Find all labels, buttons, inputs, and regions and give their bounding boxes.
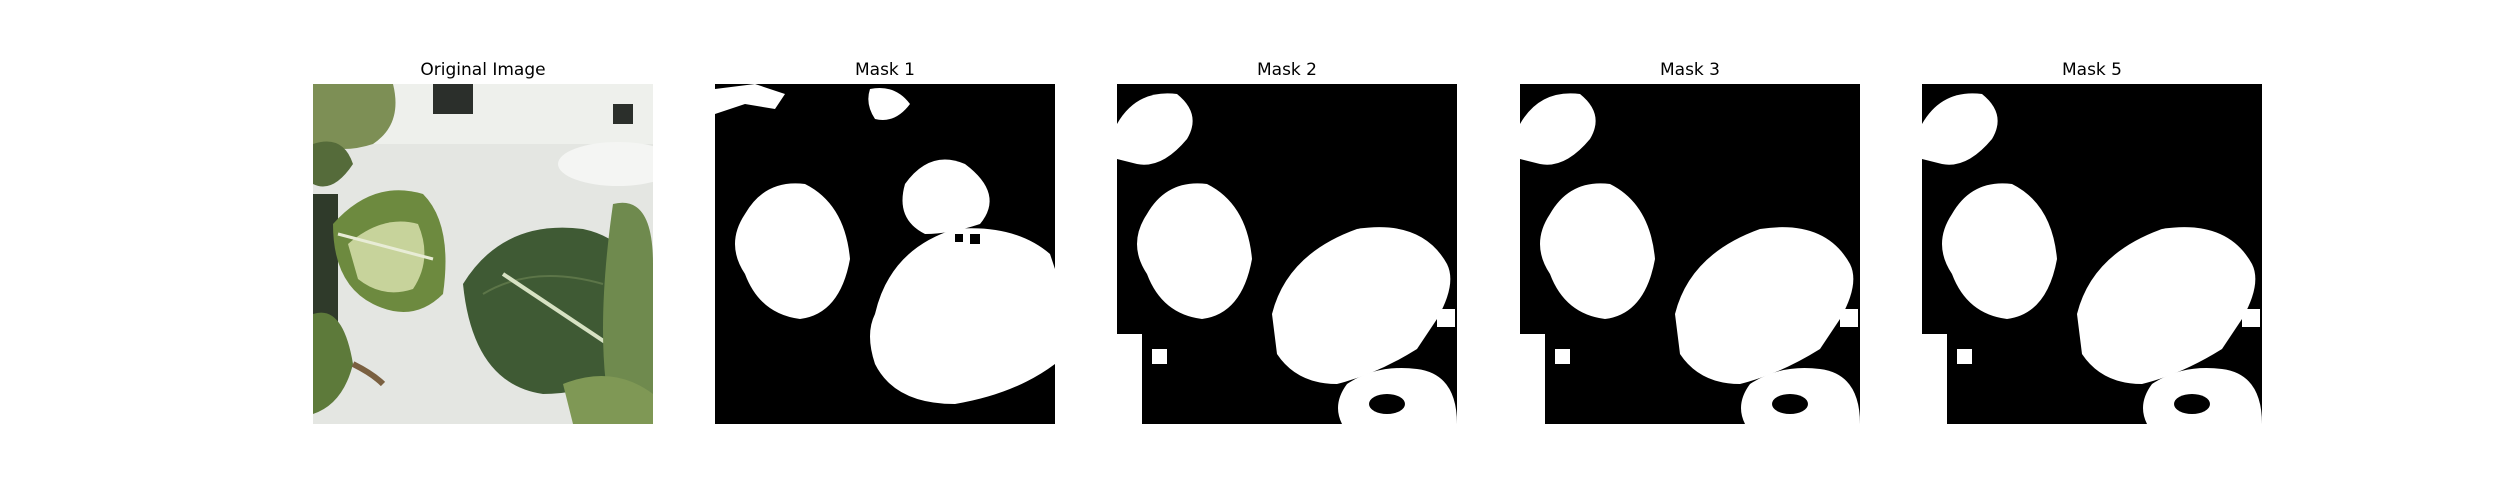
panel-title: Mask 3: [1659, 60, 1720, 80]
mask-5-shapes: [1922, 84, 2262, 424]
panel-title: Mask 2: [1256, 60, 1317, 80]
panel-title: Original Image: [420, 60, 546, 80]
mask-3-image: [1520, 84, 1860, 424]
mask-2-shapes: [1117, 84, 1457, 424]
mask-1-image: [715, 84, 1055, 424]
panel-title: Mask 5: [2061, 60, 2122, 80]
panel-title: Mask 1: [854, 60, 915, 80]
original-image: [313, 84, 653, 424]
plant-photo: [313, 84, 653, 424]
mask-2-image: [1117, 84, 1457, 424]
mask-5-image: [1922, 84, 2262, 424]
mask-1-shapes: [715, 84, 1055, 424]
mask-3-shapes: [1520, 84, 1860, 424]
